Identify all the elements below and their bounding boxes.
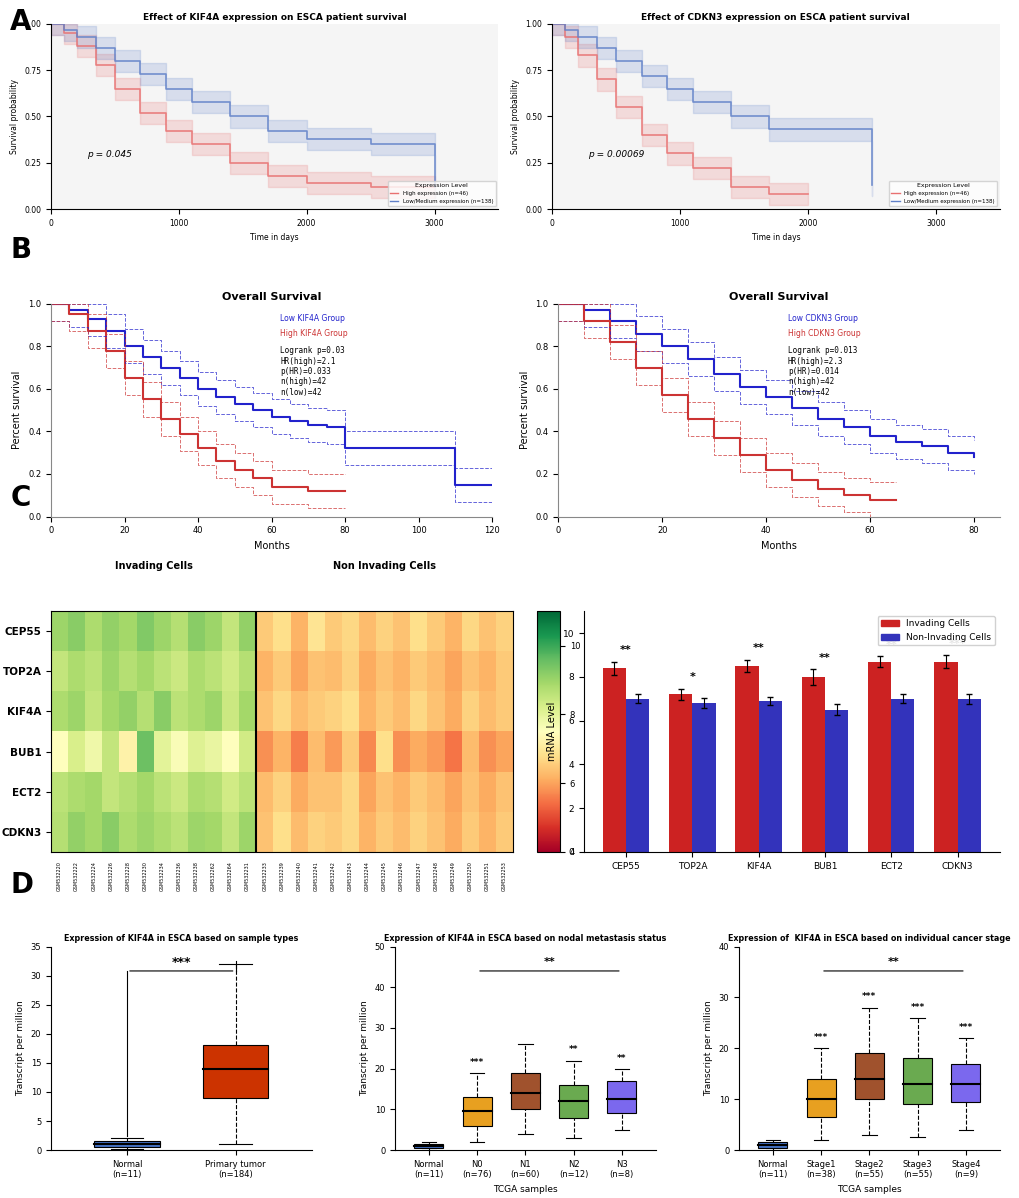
- Text: ***: ***: [861, 992, 875, 1002]
- Text: p = 0.045: p = 0.045: [87, 150, 131, 159]
- FancyBboxPatch shape: [511, 1072, 539, 1109]
- Bar: [758, 701, 782, 852]
- X-axis label: TCGA samples: TCGA samples: [837, 1185, 901, 1193]
- Y-axis label: Percent survival: Percent survival: [520, 371, 529, 449]
- X-axis label: Time in days: Time in days: [751, 234, 799, 242]
- FancyBboxPatch shape: [757, 1143, 787, 1148]
- Bar: [626, 698, 649, 852]
- Y-axis label: Survival probability: Survival probability: [10, 79, 18, 155]
- Legend: High expression (n=46), Low/Medium expression (n=138): High expression (n=46), Low/Medium expre…: [889, 181, 996, 206]
- Y-axis label: mRNA Level: mRNA Level: [546, 702, 556, 761]
- FancyBboxPatch shape: [462, 1097, 491, 1126]
- Text: **: **: [616, 1053, 626, 1063]
- Text: **: **: [884, 640, 896, 649]
- FancyBboxPatch shape: [414, 1144, 443, 1148]
- Title: Expression of KIF4A in ESCA based on sample types: Expression of KIF4A in ESCA based on sam…: [64, 934, 299, 943]
- Title: Expression of  KIF4A in ESCA based on individual cancer stage: Expression of KIF4A in ESCA based on ind…: [728, 934, 1010, 943]
- Text: High CDKN3 Group: High CDKN3 Group: [787, 329, 860, 338]
- Text: ***: ***: [958, 1023, 972, 1031]
- Text: Logrank p=0.013
HR(high)=2.3
p(HR)=0.014
n(high)=42
n(low)=42: Logrank p=0.013 HR(high)=2.3 p(HR)=0.014…: [787, 346, 856, 397]
- Y-axis label: Transcript per million: Transcript per million: [16, 1000, 25, 1096]
- FancyBboxPatch shape: [558, 1085, 588, 1118]
- FancyBboxPatch shape: [606, 1081, 636, 1113]
- X-axis label: Months: Months: [254, 540, 289, 551]
- Text: **: **: [752, 643, 764, 653]
- FancyBboxPatch shape: [95, 1142, 159, 1148]
- Text: **: **: [543, 957, 554, 967]
- Title: Overall Survival: Overall Survival: [222, 291, 321, 302]
- Text: Non Invading Cells: Non Invading Cells: [333, 561, 435, 571]
- Bar: [735, 666, 758, 852]
- X-axis label: Time in days: Time in days: [251, 234, 299, 242]
- Y-axis label: Percent survival: Percent survival: [12, 371, 22, 449]
- Bar: [824, 709, 847, 852]
- Text: A: A: [10, 8, 32, 36]
- Text: p = 0.00069: p = 0.00069: [587, 150, 644, 159]
- Text: *: *: [689, 672, 695, 683]
- Bar: [602, 668, 626, 852]
- Text: ***: ***: [470, 1058, 484, 1066]
- Bar: [692, 703, 715, 852]
- Bar: [801, 677, 824, 852]
- Text: **: **: [818, 653, 830, 662]
- FancyBboxPatch shape: [203, 1046, 268, 1097]
- Legend: Invading Cells, Non-Invading Cells: Invading Cells, Non-Invading Cells: [876, 616, 995, 646]
- Text: Low KIF4A Group: Low KIF4A Group: [280, 314, 345, 323]
- Y-axis label: Transcript per million: Transcript per million: [703, 1000, 712, 1096]
- X-axis label: Months: Months: [760, 540, 796, 551]
- Text: **: **: [887, 957, 899, 967]
- Title: Overall Survival: Overall Survival: [729, 291, 827, 302]
- FancyBboxPatch shape: [806, 1079, 835, 1117]
- FancyBboxPatch shape: [951, 1064, 979, 1102]
- Text: ***: ***: [171, 956, 191, 969]
- Text: High KIF4A Group: High KIF4A Group: [280, 329, 347, 338]
- Y-axis label: Transcript per million: Transcript per million: [360, 1000, 369, 1096]
- Text: ***: ***: [813, 1033, 827, 1042]
- Text: ***: ***: [948, 639, 965, 649]
- Text: Invading Cells: Invading Cells: [114, 561, 193, 571]
- Text: **: **: [569, 1046, 578, 1054]
- Title: Effect of KIF4A expression on ESCA patient survival: Effect of KIF4A expression on ESCA patie…: [143, 13, 407, 22]
- Title: Expression of KIF4A in ESCA based on nodal metastasis status: Expression of KIF4A in ESCA based on nod…: [384, 934, 665, 943]
- Bar: [891, 698, 913, 852]
- Title: Effect of CDKN3 expression on ESCA patient survival: Effect of CDKN3 expression on ESCA patie…: [641, 13, 909, 22]
- X-axis label: TCGA samples: TCGA samples: [492, 1185, 557, 1193]
- Text: C: C: [10, 484, 31, 512]
- Bar: [957, 698, 979, 852]
- Text: D: D: [10, 871, 34, 898]
- Text: Logrank p=0.03
HR(high)=2.1
p(HR)=0.033
n(high)=42
n(low)=42: Logrank p=0.03 HR(high)=2.1 p(HR)=0.033 …: [280, 346, 344, 397]
- Text: **: **: [620, 645, 632, 655]
- Text: B: B: [10, 236, 32, 264]
- Text: Low CDKN3 Group: Low CDKN3 Group: [787, 314, 857, 323]
- FancyBboxPatch shape: [854, 1053, 882, 1100]
- Bar: [668, 695, 692, 852]
- Text: ***: ***: [910, 1003, 924, 1011]
- FancyBboxPatch shape: [902, 1059, 931, 1105]
- Bar: [867, 661, 891, 852]
- Bar: [933, 661, 957, 852]
- Legend: High expression (n=46), Low/Medium expression (n=138): High expression (n=46), Low/Medium expre…: [387, 181, 495, 206]
- Y-axis label: Survival probability: Survival probability: [511, 79, 520, 155]
